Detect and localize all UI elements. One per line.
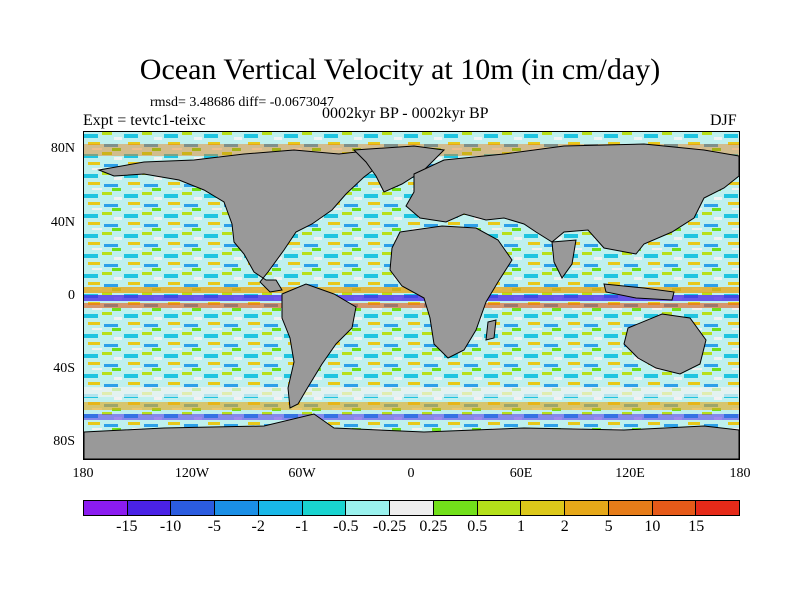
- greenland: [352, 145, 446, 193]
- colorbar-label: 10: [644, 518, 661, 535]
- band-south-white: [84, 387, 739, 397]
- band-equator-south: [84, 303, 739, 308]
- colorbar-swatch: [652, 501, 697, 515]
- colorbar-label: -0.5: [333, 518, 359, 535]
- colorbar-swatch: [390, 501, 434, 515]
- stats-label: rmsd= 3.48686 diff= -0.0673047: [150, 95, 334, 110]
- colorbar-swatch: [608, 501, 653, 515]
- indonesia: [603, 283, 675, 301]
- lat-tick-40n: 40N: [50, 215, 75, 230]
- australia: [623, 313, 707, 375]
- colorbar-label: 0.5: [467, 518, 488, 535]
- land-masses: [84, 143, 739, 459]
- colorbar-swatch: [346, 501, 391, 515]
- season-label: DJF: [710, 112, 737, 129]
- colorbar-label: 1: [517, 518, 525, 535]
- colorbar-swatch: [171, 501, 216, 515]
- colorbar-label: -1: [295, 518, 309, 535]
- india: [551, 239, 577, 279]
- colorbar-label: -2: [251, 518, 265, 535]
- colorbar-swatch: [127, 501, 172, 515]
- colorbar-label: -0.25: [372, 518, 407, 535]
- world-map: [84, 132, 739, 459]
- lat-tick-80n: 80N: [50, 141, 75, 156]
- north-america: [97, 149, 385, 293]
- colorbar-label: 2: [560, 518, 569, 535]
- colorbar-swatch: [696, 501, 740, 515]
- lon-tick-120e: 120E: [615, 466, 645, 481]
- colorbar-swatch: [84, 501, 128, 515]
- colorbar-swatch: [433, 501, 478, 515]
- colorbar-label: 5: [604, 518, 613, 535]
- band-south-orange: [84, 402, 739, 410]
- colorbar-swatch: [521, 501, 566, 515]
- colorbar-label: -15: [116, 518, 138, 535]
- lat-tick-0: 0: [68, 288, 75, 303]
- colorbar: [83, 500, 740, 516]
- lon-tick-60w: 60W: [288, 466, 316, 481]
- colorbar-label: 15: [688, 518, 705, 535]
- colorbar-swatch: [258, 501, 303, 515]
- lon-tick-120w: 120W: [174, 466, 210, 481]
- band-equator: [84, 295, 739, 301]
- africa: [389, 225, 513, 359]
- lon-tick-180e: 180: [729, 466, 751, 481]
- colorbar-swatch: [477, 501, 522, 515]
- lon-tick-60e: 60E: [509, 466, 533, 481]
- madagascar: [485, 319, 497, 341]
- colorbar-label: 0.25: [419, 518, 448, 535]
- colorbar-label: -10: [159, 518, 182, 535]
- map-panel: [83, 131, 740, 460]
- lat-tick-80s: 80S: [53, 434, 75, 449]
- band-south-blue: [84, 414, 739, 420]
- antarctica: [84, 413, 739, 459]
- period-label: 0002kyr BP - 0002kyr BP: [322, 105, 489, 122]
- colorbar-swatch: [302, 501, 347, 515]
- lat-tick-40s: 40S: [53, 361, 75, 376]
- eurasia: [405, 143, 739, 255]
- lon-tick-0: 0: [407, 466, 415, 481]
- colorbar-label: -5: [207, 518, 222, 535]
- colorbar-swatch: [565, 501, 609, 515]
- lon-tick-180w: 180: [72, 466, 94, 481]
- colorbar-swatch: [215, 501, 259, 515]
- experiment-label: Expt = tevtc1-teixc: [83, 112, 206, 129]
- south-america: [281, 283, 357, 409]
- chart-title: Ocean Vertical Velocity at 10m (in cm/da…: [139, 53, 661, 86]
